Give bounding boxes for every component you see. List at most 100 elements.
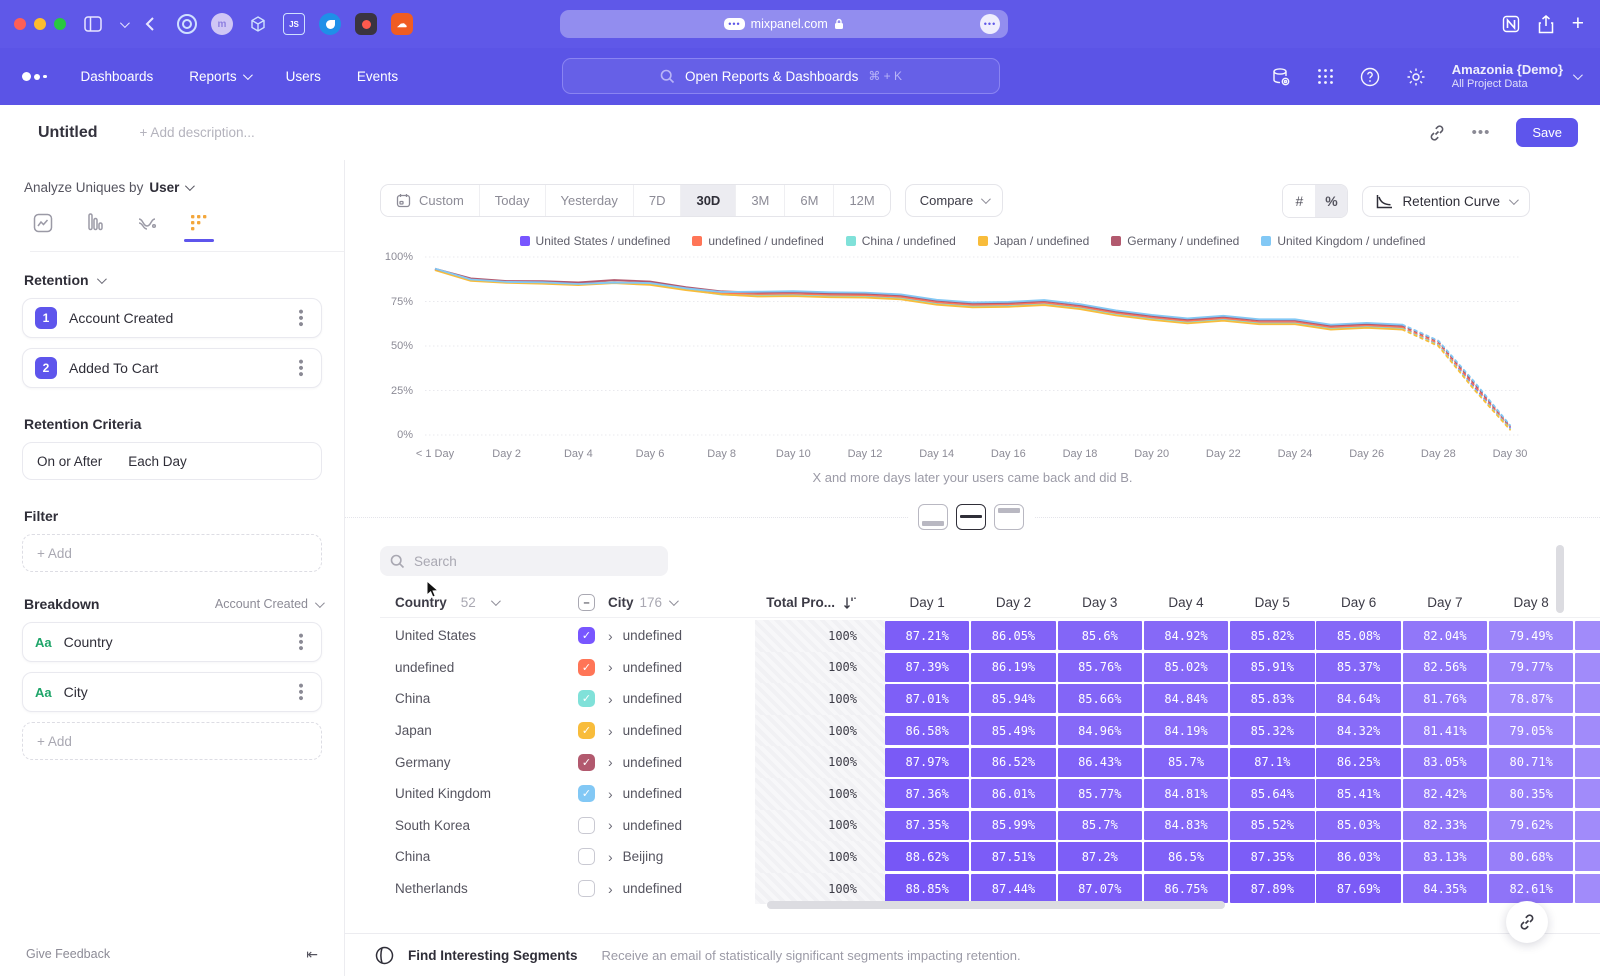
legend-item[interactable]: undefined / undefined: [692, 234, 823, 248]
retention-cell[interactable]: 85.32%: [1230, 716, 1314, 745]
retention-cell[interactable]: 84.32%: [1316, 716, 1400, 745]
retention-cell[interactable]: 85.91%: [1230, 653, 1314, 682]
tab-retention[interactable]: [186, 213, 212, 241]
range-custom[interactable]: Custom: [381, 185, 480, 216]
retention-cell-partial[interactable]: [1575, 811, 1600, 840]
breakdown-event-selector[interactable]: Account Created: [215, 597, 322, 611]
percent-toggle-button[interactable]: %: [1315, 185, 1347, 217]
close-window-button[interactable]: [14, 18, 26, 30]
retention-cell[interactable]: 79.49%: [1489, 621, 1573, 650]
retention-cell[interactable]: 82.42%: [1403, 779, 1487, 808]
retention-cell[interactable]: 87.44%: [971, 874, 1055, 903]
copy-link-icon[interactable]: [1428, 124, 1446, 142]
retention-cell[interactable]: 86.03%: [1316, 842, 1400, 871]
chart-type-selector[interactable]: Retention Curve: [1362, 186, 1530, 217]
retention-cell[interactable]: 88.62%: [885, 842, 969, 871]
series-checkbox[interactable]: ✓: [578, 627, 595, 644]
vertical-scrollbar[interactable]: [1556, 545, 1564, 613]
retention-cell[interactable]: 79.62%: [1489, 811, 1573, 840]
retention-cell[interactable]: 82.56%: [1403, 653, 1487, 682]
window-controls[interactable]: [14, 18, 66, 30]
country-cell[interactable]: Germany: [380, 755, 560, 770]
retention-cell[interactable]: 87.39%: [885, 653, 969, 682]
retention-cell[interactable]: 87.2%: [1058, 842, 1142, 871]
segments-title[interactable]: Find Interesting Segments: [408, 948, 578, 963]
tab-funnels[interactable]: [82, 213, 108, 241]
breakdown-city[interactable]: Aa City •••: [22, 672, 322, 712]
legend-item[interactable]: China / undefined: [846, 234, 956, 248]
layout-table-focus-button[interactable]: [994, 504, 1024, 530]
range-yesterday[interactable]: Yesterday: [546, 185, 634, 216]
retention-cell-partial[interactable]: [1575, 684, 1600, 713]
retention-cell-partial[interactable]: [1575, 748, 1600, 777]
give-feedback-link[interactable]: Give Feedback: [26, 947, 110, 961]
js-extension-icon[interactable]: JS: [283, 13, 305, 35]
retention-cell[interactable]: 87.07%: [1058, 874, 1142, 903]
retention-cell[interactable]: 85.99%: [971, 811, 1055, 840]
minimize-window-button[interactable]: [34, 18, 46, 30]
retention-cell[interactable]: 87.21%: [885, 621, 969, 650]
retention-cell[interactable]: 81.76%: [1403, 684, 1487, 713]
table-search-input[interactable]: Search: [380, 546, 668, 576]
expand-row-icon[interactable]: ›: [608, 817, 613, 833]
report-title[interactable]: Untitled: [38, 124, 98, 142]
retention-cell[interactable]: 80.35%: [1489, 779, 1573, 808]
criteria-mode[interactable]: On or After: [37, 454, 102, 469]
retention-cell[interactable]: 88.85%: [885, 874, 969, 903]
retention-cell[interactable]: 80.68%: [1489, 842, 1573, 871]
retention-cell[interactable]: 85.77%: [1058, 779, 1142, 808]
retention-cell[interactable]: 85.08%: [1316, 621, 1400, 650]
more-options-icon[interactable]: •••: [1472, 124, 1491, 141]
add-breakdown-button[interactable]: + Add: [22, 722, 322, 760]
retention-cell[interactable]: 87.36%: [885, 779, 969, 808]
series-checkbox[interactable]: ✓: [578, 659, 595, 676]
retention-cell[interactable]: 85.37%: [1316, 653, 1400, 682]
retention-cell[interactable]: 84.35%: [1403, 874, 1487, 903]
country-cell[interactable]: undefined: [380, 660, 560, 675]
horizontal-scrollbar[interactable]: [767, 901, 1225, 909]
expand-row-icon[interactable]: ›: [608, 723, 613, 739]
retention-section-label[interactable]: Retention: [24, 272, 89, 288]
retention-cell[interactable]: 86.52%: [971, 748, 1055, 777]
day-column-header[interactable]: Day 4: [1144, 595, 1228, 610]
retention-cell[interactable]: 82.04%: [1403, 621, 1487, 650]
retention-cell[interactable]: 85.02%: [1144, 653, 1228, 682]
legend-item[interactable]: Germany / undefined: [1111, 234, 1239, 248]
layout-chart-focus-button[interactable]: [918, 504, 948, 530]
retention-cell[interactable]: 85.66%: [1058, 684, 1142, 713]
cloud-extension-icon[interactable]: ☁: [391, 13, 413, 35]
sidebar-toggle-icon[interactable]: [84, 16, 102, 32]
country-cell[interactable]: United Kingdom: [380, 786, 560, 801]
country-cell[interactable]: South Korea: [380, 818, 560, 833]
new-tab-icon[interactable]: +: [1572, 12, 1584, 36]
retention-step-1[interactable]: 1 Account Created •••: [22, 298, 322, 338]
expand-row-icon[interactable]: ›: [608, 881, 613, 897]
city-column-header[interactable]: – City 176: [560, 594, 755, 611]
series-checkbox[interactable]: ✓: [578, 690, 595, 707]
retention-cell[interactable]: 84.83%: [1144, 811, 1228, 840]
expand-row-icon[interactable]: ›: [608, 691, 613, 707]
tab-chevron-icon[interactable]: [120, 21, 127, 28]
nav-events[interactable]: Events: [357, 69, 398, 84]
day-column-header[interactable]: Day 1: [885, 595, 969, 610]
notion-icon[interactable]: [1502, 15, 1520, 33]
retention-cell[interactable]: 84.19%: [1144, 716, 1228, 745]
retention-cell[interactable]: 85.6%: [1058, 621, 1142, 650]
series-checkbox[interactable]: ✓: [578, 722, 595, 739]
retention-cell-partial[interactable]: [1575, 842, 1600, 871]
bird-extension-icon[interactable]: [319, 13, 341, 35]
tab-insights[interactable]: [30, 213, 56, 241]
kebab-menu-icon[interactable]: •••: [292, 309, 309, 328]
legend-item[interactable]: United States / undefined: [520, 234, 671, 248]
range-7d[interactable]: 7D: [634, 185, 682, 216]
retention-cell[interactable]: 85.52%: [1230, 811, 1314, 840]
retention-cell-partial[interactable]: [1575, 653, 1600, 682]
retention-cell[interactable]: 84.64%: [1316, 684, 1400, 713]
retention-cell[interactable]: 85.76%: [1058, 653, 1142, 682]
retention-cell[interactable]: 86.05%: [971, 621, 1055, 650]
retention-cell[interactable]: 87.89%: [1230, 874, 1314, 903]
mixpanel-logo[interactable]: [22, 72, 47, 81]
zoom-window-button[interactable]: [54, 18, 66, 30]
series-checkbox[interactable]: ✓: [578, 754, 595, 771]
address-bar[interactable]: ••• mixpanel.com •••: [560, 10, 1008, 38]
